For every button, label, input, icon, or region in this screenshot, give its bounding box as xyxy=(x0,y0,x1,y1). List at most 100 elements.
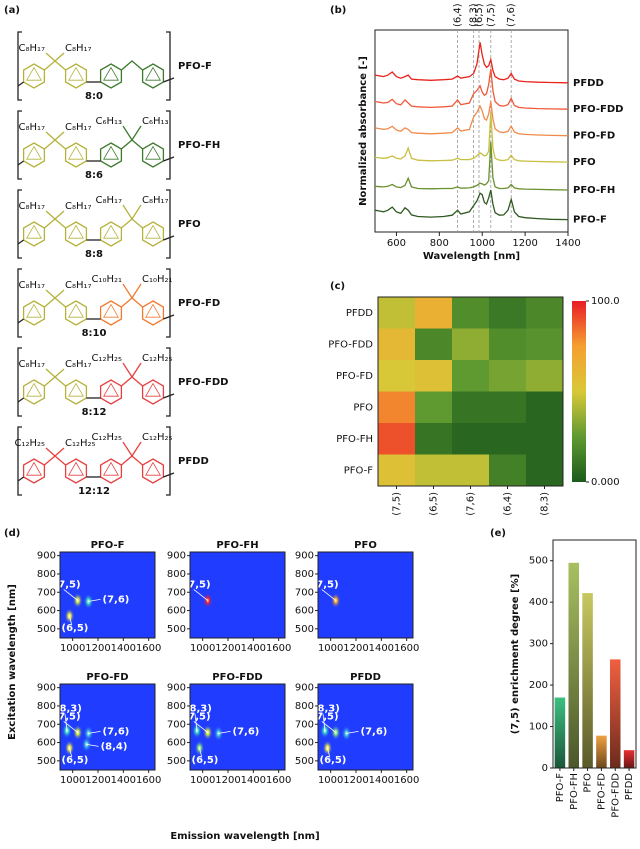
bond xyxy=(45,447,56,457)
x-tick-label: 1400 xyxy=(241,643,266,654)
column-label: (6,4) xyxy=(503,492,514,516)
heat-cell xyxy=(452,391,489,423)
ring-inner xyxy=(145,382,161,397)
bracket xyxy=(166,268,171,338)
peak-label: (6,4) xyxy=(453,3,464,27)
bond xyxy=(54,368,65,378)
five-ring xyxy=(120,297,144,308)
map-title: PFO-FH xyxy=(216,540,258,551)
bond xyxy=(17,160,24,166)
five-ring xyxy=(43,297,67,308)
heat-cell xyxy=(378,454,415,486)
peak-pointer xyxy=(69,615,72,625)
bond xyxy=(17,239,24,245)
five-ring xyxy=(120,60,144,71)
heat-cell xyxy=(415,360,452,392)
y-tick-label: 200 xyxy=(529,680,548,691)
series-label: PFO-F xyxy=(573,215,607,226)
peak-pointer xyxy=(346,731,359,734)
ring-inner xyxy=(68,224,84,239)
ring-inner xyxy=(68,382,84,397)
bond xyxy=(17,476,24,482)
bond xyxy=(131,362,142,378)
alkyl-chain: C₁₂H₂₅ xyxy=(142,353,173,364)
bond xyxy=(17,318,24,324)
structure: C₈H₁₇ C₈H₁₇ PFO-F 8:0 xyxy=(17,31,212,102)
heat-cell xyxy=(452,297,489,329)
x-tick-label: PFO-FDD xyxy=(610,773,621,818)
polymer-name: PFO xyxy=(178,219,201,230)
bond xyxy=(163,472,175,478)
bond xyxy=(131,204,142,220)
ring-inner xyxy=(26,66,42,81)
x-tick-label: 1000 xyxy=(190,643,215,654)
bond xyxy=(45,210,56,220)
bond xyxy=(54,131,65,141)
bracket xyxy=(17,268,22,338)
peak-pointer xyxy=(63,721,78,733)
heat-cell xyxy=(378,328,415,360)
series-label: PFDD xyxy=(573,78,604,89)
ratio: 8:0 xyxy=(85,91,103,102)
polymer-name: PFDD xyxy=(178,456,209,467)
heat-cell xyxy=(378,360,415,392)
y-tick-label: 500 xyxy=(295,756,314,767)
row-label: PFO-F xyxy=(344,465,374,476)
peak-label: (7,5) xyxy=(54,579,81,590)
ring-inner xyxy=(68,145,84,160)
bond xyxy=(45,368,56,378)
colorbar xyxy=(572,301,586,482)
x-tick-label: 1200 xyxy=(512,238,537,249)
x-tick-label: 1600 xyxy=(266,775,291,786)
peak-pointer xyxy=(327,747,330,757)
y-tick-label: 500 xyxy=(529,556,548,567)
alkyl-chain: C₁₀H₂₁ xyxy=(91,274,122,285)
heat-cell xyxy=(489,297,526,329)
map-frame xyxy=(59,683,156,771)
x-tick-label: 1000 xyxy=(318,775,343,786)
heat-cell xyxy=(489,328,526,360)
y-tick-label: 900 xyxy=(37,683,56,694)
bar xyxy=(554,697,566,768)
five-ring xyxy=(43,139,67,150)
heat-cell xyxy=(526,360,563,392)
heat-cell xyxy=(415,423,452,455)
bracket xyxy=(166,110,171,180)
y-axis-title: (7,5) enrichment degree [%] xyxy=(510,574,521,734)
panel-label: (c) xyxy=(330,281,345,292)
spectrum xyxy=(374,101,569,137)
alkyl-chain: C₈H₁₇ xyxy=(18,359,45,370)
x-tick-label: 1400 xyxy=(369,775,394,786)
spectrum xyxy=(374,68,569,110)
x-tick-label: 1400 xyxy=(111,775,136,786)
y-tick-label: 800 xyxy=(295,701,314,712)
x-tick-label: PFO xyxy=(583,773,594,793)
x-tick-label: 1000 xyxy=(469,238,494,249)
ring-inner xyxy=(145,461,161,476)
alkyl-chain: C₆H₁₃ xyxy=(95,116,122,127)
peak-label: (7,6) xyxy=(506,3,517,27)
ring-inner xyxy=(145,66,161,81)
y-tick-label: 400 xyxy=(529,597,548,608)
heat-cell xyxy=(452,454,489,486)
alkyl-chain: C₁₀H₂₁ xyxy=(142,274,173,285)
x-tick-label: 1200 xyxy=(85,775,110,786)
spectrum xyxy=(374,189,569,221)
panel-label: (a) xyxy=(4,5,20,16)
y-tick-label: 0 xyxy=(542,763,548,774)
peak-pointer xyxy=(321,589,336,601)
y-tick-label: 500 xyxy=(295,624,314,635)
polymer-name: PFO-FD xyxy=(178,298,220,309)
bond xyxy=(54,52,65,62)
bond xyxy=(163,77,175,83)
alkyl-chain: C₈H₁₇ xyxy=(142,195,169,206)
x-tick-label: 1200 xyxy=(343,643,368,654)
y-tick-label: 600 xyxy=(295,606,314,617)
peak-label: (7,5) xyxy=(54,711,81,722)
polymer-name: PFO-F xyxy=(178,61,212,72)
x-tick-label: 1200 xyxy=(85,643,110,654)
x-tick-label: 1000 xyxy=(190,775,215,786)
